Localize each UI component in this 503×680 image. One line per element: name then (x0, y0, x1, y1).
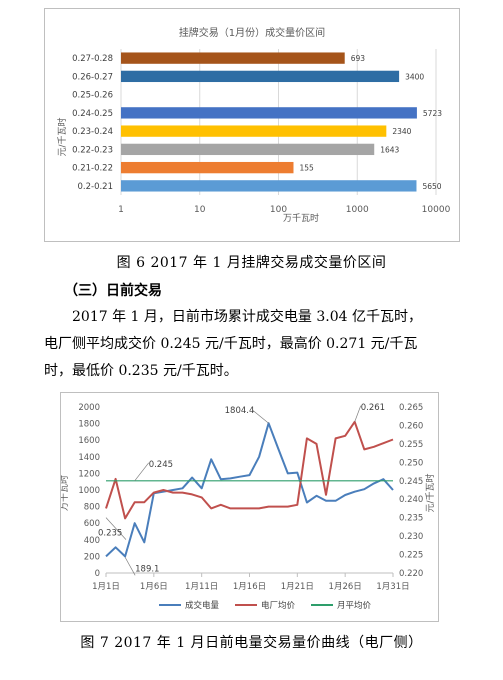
figure6-category-label: 0.21-0.22 (72, 164, 113, 174)
figure7-caption: 图 7 2017 年 1 月日前电量交易量价曲线（电厂侧） (80, 635, 423, 651)
figure6-xlabel: 万千瓦时 (283, 212, 319, 224)
figure6-data-label: 155 (299, 164, 314, 173)
figure7-ytick-left: 1200 (78, 469, 100, 479)
figure7-xtick-label: 1月6日 (140, 582, 168, 592)
figure7-annotation: 0.235 (98, 529, 122, 539)
figure6-category-label: 0.25-0.26 (72, 91, 113, 101)
figure7-svg: 万千瓦时 元/千瓦时 0 200 400 600 800 1000 1200 1400 1600… (58, 403, 436, 611)
figure6-category-label: 0.26-0.27 (72, 72, 113, 82)
figure7-annotation: 189.1 (135, 564, 159, 574)
figure6-xtick-label: 1 (118, 205, 124, 215)
figure6-caption: 图 6 2017 年 1 月挂牌交易成交量价区间 (116, 255, 387, 271)
figure7-annotation: 0.261 (361, 403, 385, 413)
figure7-annotation: 0.245 (149, 460, 173, 470)
para-line-1: 2017 年 1 月，日前市场累计成交电量 3.04 亿千瓦时， (72, 309, 422, 325)
figure7-ytick-left: 400 (84, 536, 100, 546)
figure6-bar (121, 107, 417, 119)
figure6-svg: 挂牌交易（1月份）成交量价区间 元/千瓦时 万千瓦时 1 10 100 1000 100… (56, 26, 451, 224)
figure7-xtick-label: 1月16日 (233, 582, 266, 592)
figure6-category-label: 0.22-0.23 (72, 145, 113, 155)
figure7-xtick-label: 1月11日 (185, 582, 218, 592)
figure7-ytick-right: 0.225 (399, 551, 423, 561)
figure6-data-label: 5650 (422, 182, 441, 191)
figure6-bar (121, 52, 345, 64)
figure7-xtick-label: 1月21日 (281, 582, 314, 592)
figure7-series-line (105, 422, 394, 558)
figure6-chart: 挂牌交易（1月份）成交量价区间 元/千瓦时 万千瓦时 1 10 100 1000 100… (44, 8, 460, 242)
figure6-xtick-label: 10000 (422, 205, 451, 215)
figure6-bar (121, 180, 417, 192)
figure7-annotation: 1804.4 (225, 406, 255, 416)
figure6-data-label: 1643 (380, 145, 399, 154)
figure6-bar (121, 161, 294, 174)
figure6-xtick-label: 1000 (346, 205, 369, 215)
figure6-data-label: 693 (351, 54, 366, 63)
figure7-xtick-label: 1月26日 (329, 582, 362, 592)
figure7-ytick-left: 1800 (78, 420, 100, 430)
figure7-ytick-left: 2000 (78, 403, 100, 413)
figure7-series-line (105, 420, 394, 520)
figure7-ytick-right: 0.240 (399, 495, 423, 505)
figure7-annotation-leader (134, 462, 149, 481)
figure7-annotation-leader (252, 409, 269, 424)
figure6-ylabel: 元/千瓦时 (56, 117, 68, 156)
figure6-bar (121, 70, 400, 83)
figure7-annotation-leader (105, 517, 127, 540)
figure6-category-label: 0.2-0.21 (77, 182, 113, 192)
figure7-ytick-left: 200 (84, 552, 100, 562)
para-line-2: 电厂侧平均成交价 0.245 元/千瓦时，最高价 0.271 元/千瓦 (44, 336, 418, 352)
figure7-ytick-left: 600 (84, 519, 100, 529)
figure7-legend-label: 月平均价 (337, 600, 372, 611)
figure6-xtick-label: 10 (194, 205, 206, 215)
para-line-3: 时，最低价 0.235 元/千瓦时。 (44, 363, 238, 379)
figure6-xtick-label: 100 (270, 205, 287, 215)
figure7-ytick-left: 1600 (78, 436, 100, 446)
figure7-annotation-leader (124, 557, 136, 576)
figure6-category-label: 0.23-0.24 (72, 127, 113, 137)
figure6-data-label: 3400 (405, 72, 424, 81)
figure7-ytick-right: 0.235 (399, 514, 423, 524)
figure6-data-label: 5723 (423, 109, 442, 118)
figure7-ylabel-left: 万千瓦时 (61, 475, 70, 511)
figure7-legend-label: 成交电量 (185, 600, 220, 611)
figure7-ytick-left: 800 (84, 503, 100, 513)
figure7-ytick-right: 0.265 (399, 403, 423, 413)
figure6-data-label: 2340 (392, 127, 411, 136)
figure7-ytick-right: 0.245 (399, 477, 423, 487)
figure7-ytick-right: 0.260 (399, 421, 423, 431)
figure7-xtick-label: 1月31日 (376, 582, 409, 592)
figure6-bar (121, 143, 375, 156)
figure6-category-label: 0.24-0.25 (72, 109, 113, 119)
figure6-title: 挂牌交易（1月份）成交量价区间 (179, 26, 325, 39)
figure7-chart: 万千瓦时 元/千瓦时 0 200 400 600 800 1000 1200 1400 1600… (58, 392, 439, 622)
figure6-bar (121, 125, 387, 137)
figure6-category-label: 0.27-0.28 (72, 54, 113, 64)
figure7-ytick-left: 1000 (78, 486, 100, 496)
figure7-xtick-label: 1月1日 (92, 582, 120, 592)
figure7-ytick-right: 0.220 (399, 569, 423, 579)
figure7-ylabel-right: 元/千瓦时 (424, 473, 436, 512)
figure7-ytick-right: 0.250 (399, 458, 423, 468)
figure7-ytick-right: 0.230 (399, 532, 423, 542)
figure7-ytick-left: 0 (95, 569, 100, 579)
section-heading: （三）日前交易 (64, 283, 162, 299)
figure7-legend-label: 电厂均价 (261, 600, 296, 611)
figure7-ytick-left: 1400 (78, 453, 100, 463)
figure7-annotation-leader (354, 405, 362, 422)
figure7-ytick-right: 0.255 (399, 440, 423, 450)
